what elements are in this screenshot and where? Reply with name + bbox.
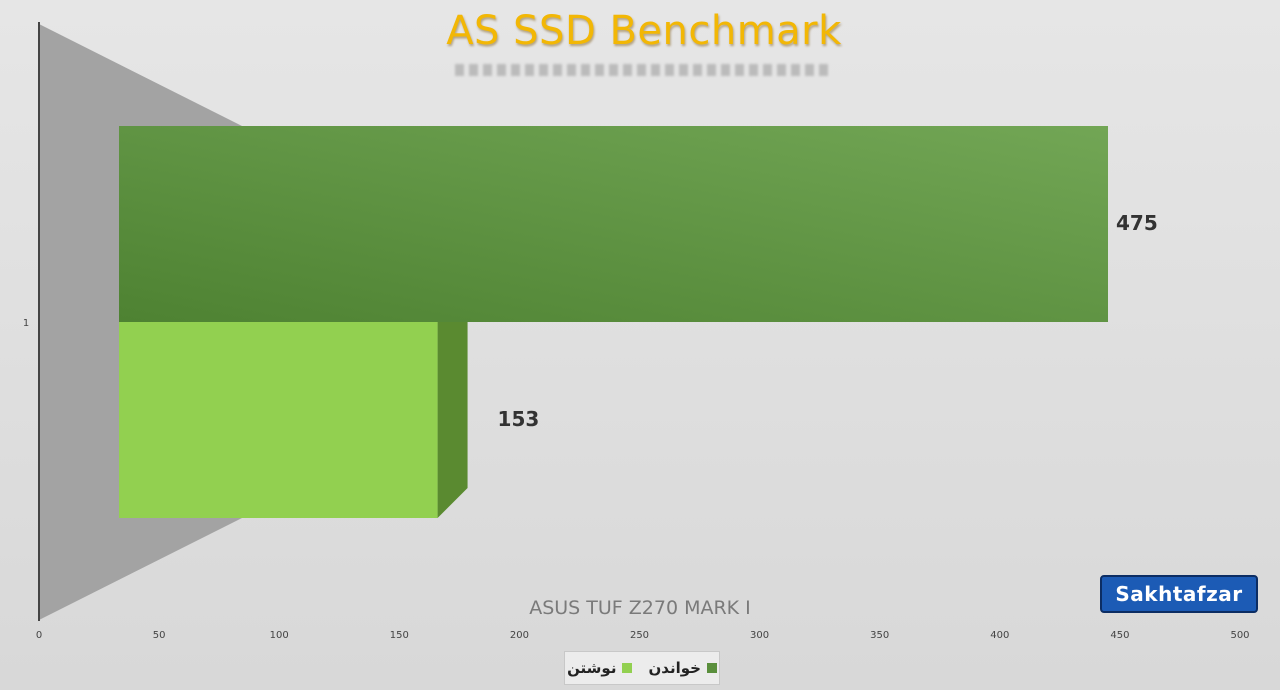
x-tick-label: 0: [36, 630, 42, 641]
legend-item-write: نوشتن: [567, 659, 633, 677]
bars-group: [119, 126, 1108, 518]
x-tick-label: 450: [1110, 630, 1129, 641]
legend-label-write: نوشتن: [567, 659, 617, 677]
x-tick-label: 200: [510, 630, 529, 641]
category-labels-group: 1: [23, 318, 29, 329]
legend: خواندن نوشتن: [564, 651, 720, 685]
legend-swatch-write: [622, 663, 633, 673]
data-label-write: 153: [498, 407, 540, 431]
x-tick-label: 100: [270, 630, 289, 641]
chart-title: AS SSD Benchmark: [446, 8, 842, 54]
blurred-subtitle: [455, 64, 830, 76]
x-tick-label: 500: [1230, 630, 1249, 641]
x-tick-label: 250: [630, 630, 649, 641]
x-tick-label: 300: [750, 630, 769, 641]
bar-read: [119, 126, 1108, 322]
legend-item-read: خواندن: [648, 659, 717, 677]
sakhtafzar-logo: Sakhtafzar: [1100, 575, 1258, 613]
x-tick-label: 150: [390, 630, 409, 641]
category-label: 1: [23, 318, 29, 329]
x-axis-title: ASUS TUF Z270 MARK I: [529, 597, 751, 619]
bar-write: [119, 322, 438, 518]
x-tick-label: 50: [153, 630, 166, 641]
logo-text: Sakhtafzar: [1115, 582, 1243, 606]
data-labels-group: 475 153: [498, 211, 1158, 431]
legend-swatch-read: [706, 663, 717, 673]
x-tick-label: 350: [870, 630, 889, 641]
x-tick-label: 400: [990, 630, 1009, 641]
legend-label-read: خواندن: [648, 659, 701, 677]
bar-3d-side-write: [437, 322, 468, 518]
x-tick-labels-group: 0 50 100 150 200 250 300 350 400 450 500: [36, 630, 1250, 641]
data-label-read: 475: [1116, 211, 1158, 235]
